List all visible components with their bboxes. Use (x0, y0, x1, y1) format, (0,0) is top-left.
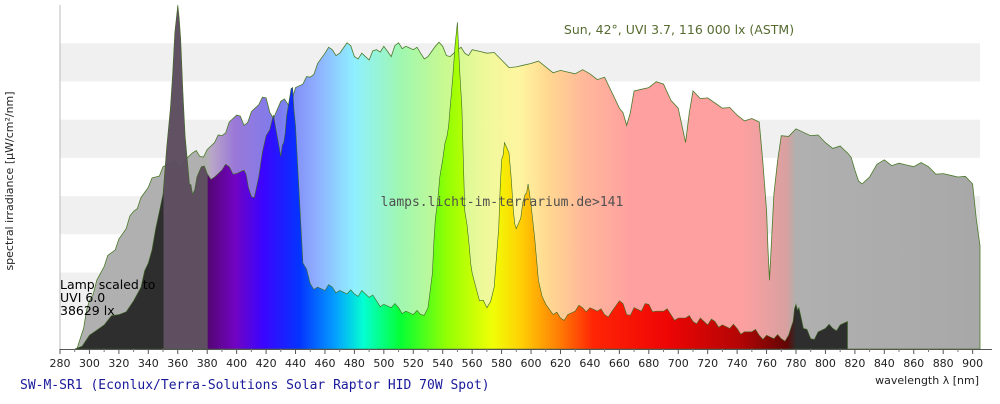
x-tick-label: 900 (962, 357, 983, 370)
x-tick-label: 360 (167, 357, 188, 370)
lamp-label-line3: 38629 lx (60, 303, 115, 318)
x-tick-label: 860 (903, 357, 924, 370)
x-tick-label: 660 (609, 357, 630, 370)
lamp-title-footer: SW-M-SR1 (Econlux/Terra-Solutions Solar … (20, 378, 490, 393)
lamp-label-line1: Lamp scaled to (60, 277, 155, 292)
x-tick-label: 880 (933, 357, 954, 370)
x-tick-label: 780 (786, 357, 807, 370)
x-tick-label: 540 (432, 357, 453, 370)
x-tick-label: 600 (521, 357, 542, 370)
x-tick-label: 720 (697, 357, 718, 370)
lamp-spectrum-area (74, 4, 848, 350)
x-tick-label: 380 (197, 357, 218, 370)
y-axis-label: spectral irradiance [µW/cm²/nm] (3, 91, 16, 270)
x-tick-label: 560 (462, 357, 483, 370)
x-tick-label: 320 (108, 357, 129, 370)
x-tick-label: 580 (491, 357, 512, 370)
x-tick-label: 340 (138, 357, 159, 370)
x-tick-label: 680 (638, 357, 659, 370)
x-tick-label: 740 (727, 357, 748, 370)
x-tick-label: 520 (403, 357, 424, 370)
grid-band (60, 5, 980, 44)
x-tick-label: 400 (226, 357, 247, 370)
x-tick-label: 500 (373, 357, 394, 370)
x-tick-label: 420 (256, 357, 277, 370)
watermark-text: lamps.licht-im-terrarium.de>141 (381, 195, 624, 210)
sun-label: Sun, 42°, UVI 3.7, 116 000 lx (ASTM) (564, 22, 794, 37)
x-tick-label: 840 (874, 357, 895, 370)
x-axis-ticks: 280 300 320 340 360 380 400 420 440 460 480 500 520 5… (50, 349, 983, 370)
x-tick-label: 300 (79, 357, 100, 370)
x-tick-label: 700 (668, 357, 689, 370)
lamp-label-line2: UVI 6.0 (60, 290, 105, 305)
x-tick-label: 460 (314, 357, 335, 370)
x-tick-label: 820 (844, 357, 865, 370)
x-tick-label: 760 (756, 357, 777, 370)
x-tick-label: 480 (344, 357, 365, 370)
x-tick-label: 800 (815, 357, 836, 370)
x-axis-label: wavelength λ [nm] (875, 374, 979, 387)
x-tick-label: 280 (50, 357, 71, 370)
x-tick-label: 620 (550, 357, 571, 370)
x-tick-label: 440 (285, 357, 306, 370)
x-tick-label: 640 (579, 357, 600, 370)
